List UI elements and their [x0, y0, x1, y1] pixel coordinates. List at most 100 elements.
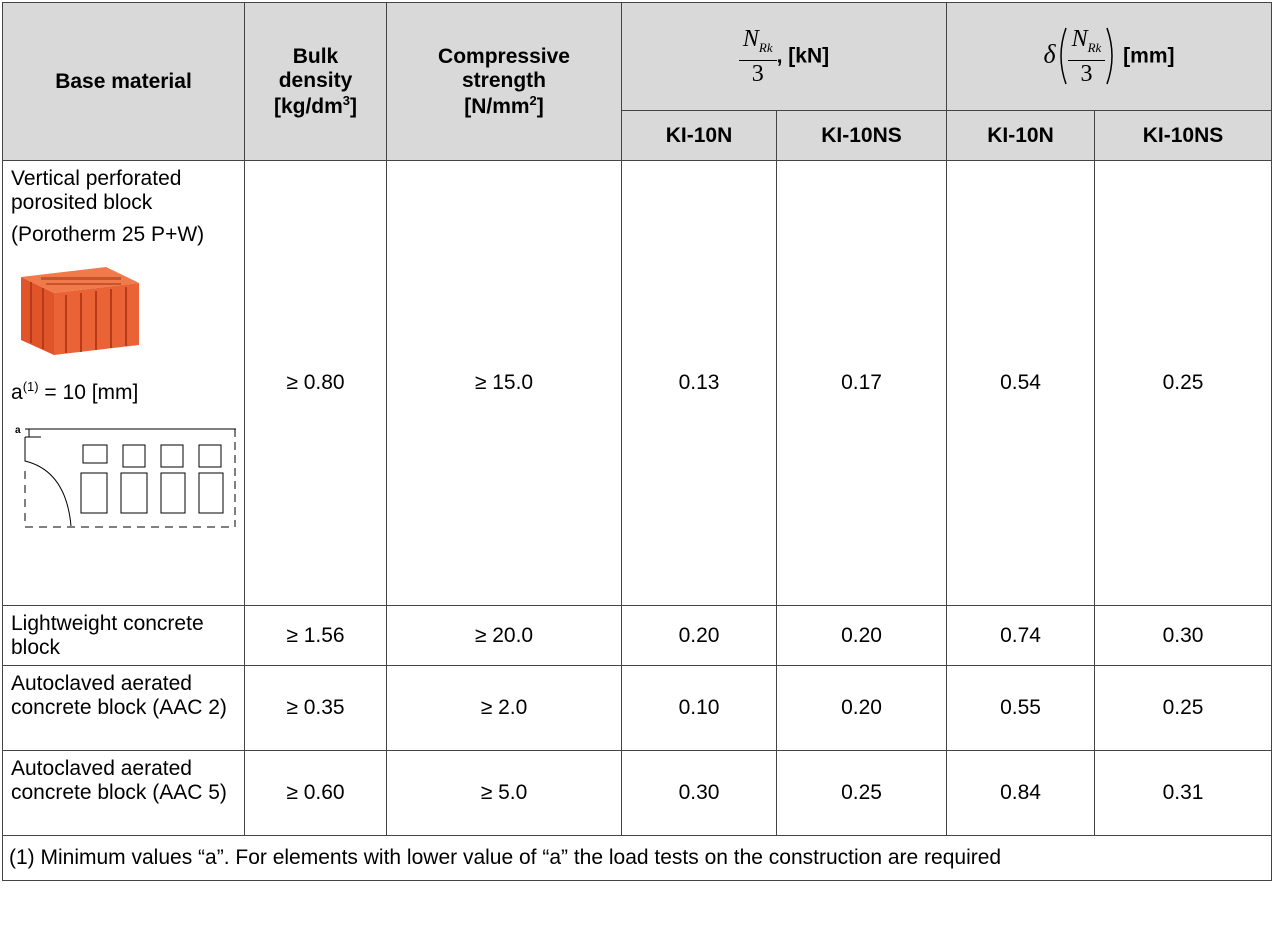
- symbol: 3: [1080, 61, 1093, 88]
- cell-text: ≥ 0.60: [286, 781, 345, 804]
- superscript: 3: [342, 92, 351, 108]
- header-text: ]: [350, 94, 358, 118]
- cell: ≥ 0.80: [244, 160, 387, 606]
- cell-value: 0.17: [841, 371, 882, 394]
- cell-text: Autoclaved aerated concrete block (AAC 5…: [11, 757, 227, 804]
- header-text: [N/mm: [464, 94, 530, 118]
- header-text: density: [278, 68, 353, 92]
- cell: ≥ 15.0: [386, 160, 622, 606]
- header-text: KI-10NS: [821, 123, 902, 147]
- header-cell: Base material: [2, 2, 245, 161]
- cell-text: (Porotherm 25 P+W): [11, 223, 205, 246]
- fraction: NRk 3: [738, 25, 777, 88]
- header-cell: KI-10N: [946, 110, 1095, 161]
- header-cell: KI-10N: [621, 110, 777, 161]
- cell: 0.25: [776, 750, 947, 836]
- symbol: 3: [751, 61, 764, 88]
- header-text: [kg/dm: [273, 94, 343, 118]
- cell-value: 0.20: [841, 623, 882, 647]
- header-cell: δ NRk 3 [mm]: [946, 2, 1272, 111]
- cell: ≥ 0.60: [244, 750, 387, 836]
- cell-value: 0.54: [1000, 371, 1041, 394]
- footnote-cell: (1) Minimum values “a”. For elements wit…: [2, 835, 1272, 881]
- cell-value: 0.74: [1000, 623, 1041, 647]
- symbol: N: [1071, 25, 1088, 52]
- cell: 0.84: [946, 750, 1095, 836]
- cell-text: ≥ 0.35: [286, 696, 345, 719]
- header-text: Base material: [55, 69, 192, 93]
- cell: Autoclaved aerated concrete block (AAC 5…: [2, 750, 245, 836]
- cell: ≥ 1.56: [244, 605, 387, 666]
- cell-value: 0.31: [1162, 781, 1204, 804]
- cell-value: 0.84: [1000, 781, 1041, 804]
- superscript: (1): [22, 379, 39, 394]
- cell: 0.30: [621, 750, 777, 836]
- header-text: , [kN]: [776, 44, 830, 68]
- cell-text: a: [11, 381, 23, 404]
- cell-value: 0.13: [678, 371, 720, 394]
- symbol: N: [742, 25, 759, 52]
- fraction: NRk 3: [1067, 25, 1106, 88]
- footnote: (1) Minimum values “a”. For elements wit…: [9, 846, 1002, 869]
- table-wrap: Base material Bulk density [kg/dm3] Compre…: [2, 2, 1272, 881]
- cell-text: ≥ 1.56: [286, 623, 345, 647]
- header-text: ]: [536, 94, 544, 118]
- cell-value: 0.25: [841, 781, 882, 804]
- superscript: 2: [529, 92, 537, 108]
- cell: 0.25: [1094, 665, 1272, 751]
- cell-text: Vertical perforated porosited block: [11, 167, 182, 214]
- cell: ≥ 2.0: [386, 665, 622, 751]
- diagram-label: a: [15, 425, 21, 436]
- cell-text: ≥ 0.80: [286, 371, 345, 394]
- cell-text: ≥ 5.0: [480, 781, 528, 804]
- diagram: a: [15, 425, 236, 528]
- cell: 0.17: [776, 160, 947, 606]
- header-text: KI-10N: [665, 123, 733, 147]
- cell-text: Lightweight concrete block: [11, 612, 204, 659]
- cell: 0.25: [1094, 160, 1272, 606]
- header-cell: NRk 3 , [kN]: [621, 2, 947, 111]
- cell-text: ≥ 20.0: [474, 623, 534, 647]
- cell: ≥ 0.35: [244, 665, 387, 751]
- header-text: KI-10N: [987, 123, 1054, 147]
- table: Base material Bulk density [kg/dm3] Compre…: [2, 2, 1272, 881]
- cell-value: 0.25: [1162, 371, 1204, 394]
- cell: 0.55: [946, 665, 1095, 751]
- cell: Vertical perforated porosited block (Por…: [2, 160, 245, 606]
- cell-text: ≥ 2.0: [480, 696, 528, 719]
- header-cell: KI-10NS: [1094, 110, 1272, 161]
- cell: 0.20: [776, 665, 947, 751]
- header-text: KI-10NS: [1142, 123, 1224, 147]
- cell-value: 0.30: [1162, 623, 1204, 647]
- header-text: Bulk: [292, 44, 339, 68]
- subscript: Rk: [1087, 39, 1102, 55]
- header-text: strength: [462, 68, 546, 92]
- paren: [1059, 28, 1067, 85]
- header-cell: KI-10NS: [776, 110, 947, 161]
- cell: 0.10: [621, 665, 777, 751]
- header-text: Compressive: [438, 44, 570, 68]
- cell: 0.13: [621, 160, 777, 606]
- cell: ≥ 20.0: [386, 605, 622, 666]
- cell-value: 0.30: [678, 781, 720, 804]
- cell: 0.20: [776, 605, 947, 666]
- subscript: Rk: [758, 39, 773, 55]
- cell: ≥ 5.0: [386, 750, 622, 836]
- cell-value: 0.25: [1162, 696, 1204, 719]
- cell-text: = 10 [mm]: [38, 381, 139, 404]
- cell: 0.74: [946, 605, 1095, 666]
- cell-text: ≥ 15.0: [474, 371, 534, 394]
- cell-value: 0.10: [678, 696, 720, 719]
- cell: 0.20: [621, 605, 777, 666]
- cell-text: Autoclaved aerated concrete block (AAC 2…: [11, 672, 227, 719]
- cell: Lightweight concrete block: [2, 605, 245, 666]
- header-cell: Compressive strength [N/mm2]: [386, 2, 622, 161]
- cell-value: 0.55: [1000, 696, 1041, 719]
- paren: [1106, 28, 1114, 85]
- cell-value: 0.20: [841, 696, 882, 719]
- cell: Autoclaved aerated concrete block (AAC 2…: [2, 665, 245, 751]
- cell: 0.31: [1094, 750, 1272, 836]
- symbol: δ: [1043, 39, 1056, 69]
- cell: 0.30: [1094, 605, 1272, 666]
